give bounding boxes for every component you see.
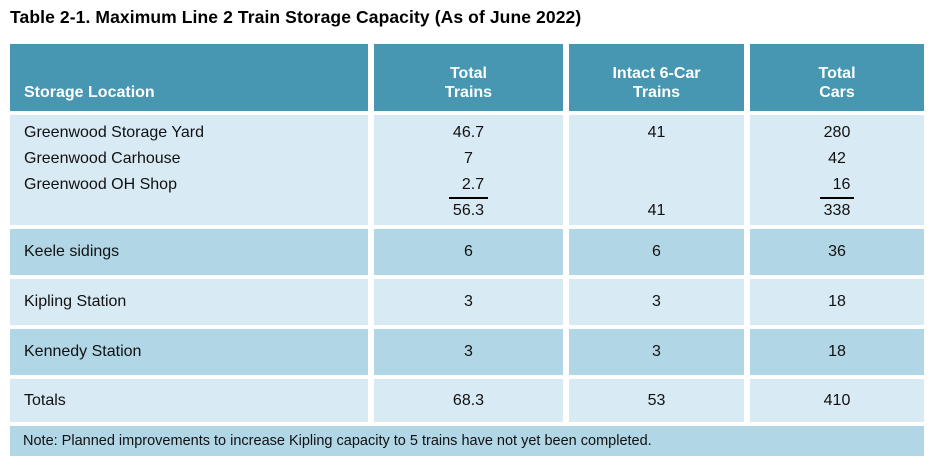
cell-kennedy-total-trains: 3	[374, 329, 563, 375]
underlined-sum-value: 16	[819, 173, 855, 199]
table-note: Note: Planned improvements to increase K…	[10, 426, 924, 456]
header-total-cars: Total Cars	[750, 44, 924, 111]
cell-greenwood-total-trains: 46.7 7 2.7 56.3	[374, 115, 563, 225]
greenwood-carhouse-total-cars: 42	[828, 150, 846, 167]
cell-kennedy-total-cars: 18	[750, 329, 924, 375]
cell-kipling-intact-trains: 3	[569, 279, 744, 325]
header-storage-location: Storage Location	[10, 44, 368, 111]
header-intact-6car-trains: Intact 6-Car Trains	[569, 44, 744, 111]
cell-greenwood-locations: Greenwood Storage Yard Greenwood Carhous…	[10, 115, 368, 225]
greenwood-subtotal-intact-trains: 41	[647, 202, 666, 219]
cell-totals-total-cars: 410	[750, 379, 924, 422]
greenwood-storage-yard-intact-trains: 41	[647, 124, 666, 141]
greenwood-oh-shop-total-cars: 16	[750, 172, 924, 199]
cell-kipling-location: Kipling Station	[10, 279, 368, 325]
cell-totals-label: Totals	[10, 379, 368, 422]
greenwood-oh-shop-intact-trains	[569, 172, 744, 198]
cell-kipling-total-cars: 18	[750, 279, 924, 325]
greenwood-oh-shop-label: Greenwood OH Shop	[24, 176, 177, 193]
cell-kennedy-location: Kennedy Station	[10, 329, 368, 375]
cell-keele-total-trains: 6	[374, 229, 563, 275]
cell-totals-intact-trains: 53	[569, 379, 744, 422]
cell-keele-total-cars: 36	[750, 229, 924, 275]
cell-greenwood-intact-trains: 41 41	[569, 115, 744, 225]
cell-keele-intact-trains: 6	[569, 229, 744, 275]
greenwood-subtotal-total-cars: 338	[823, 202, 851, 219]
greenwood-oh-shop-total-trains: 2.7	[374, 172, 563, 199]
greenwood-subtotal-total-trains: 56.3	[452, 202, 485, 219]
greenwood-carhouse-total-trains: 7	[464, 150, 473, 167]
greenwood-carhouse-intact-trains	[569, 146, 744, 172]
storage-capacity-table: Storage Location Total Trains Intact 6-C…	[10, 44, 924, 456]
cell-keele-location: Keele sidings	[10, 229, 368, 275]
cell-greenwood-total-cars: 280 42 16 338	[750, 115, 924, 225]
cell-totals-total-trains: 68.3	[374, 379, 563, 422]
greenwood-storage-yard-total-cars: 280	[823, 124, 851, 141]
greenwood-carhouse-label: Greenwood Carhouse	[24, 150, 181, 167]
header-total-trains: Total Trains	[374, 44, 563, 111]
greenwood-storage-yard-total-trains: 46.7	[452, 124, 485, 141]
underlined-sum-value: 2.7	[448, 173, 489, 199]
cell-kipling-total-trains: 3	[374, 279, 563, 325]
table-title: Table 2-1. Maximum Line 2 Train Storage …	[10, 7, 582, 27]
cell-kennedy-intact-trains: 3	[569, 329, 744, 375]
greenwood-storage-yard-label: Greenwood Storage Yard	[24, 124, 204, 141]
greenwood-subtotal-spacer	[24, 198, 368, 224]
